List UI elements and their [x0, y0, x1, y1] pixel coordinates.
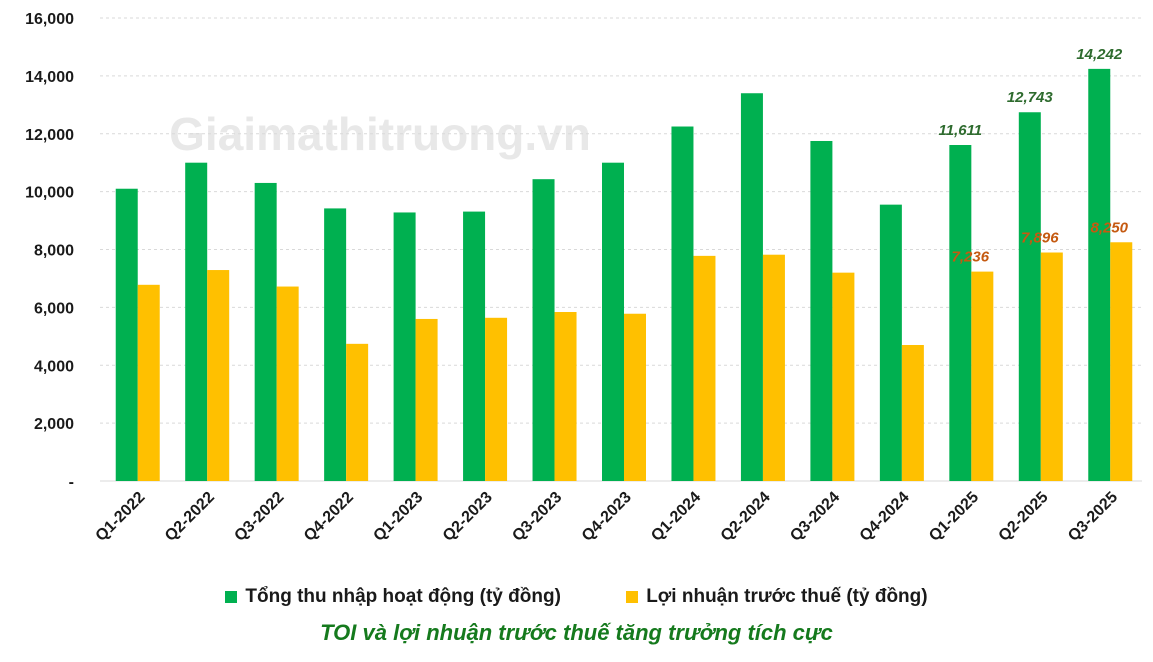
bar-toi — [324, 208, 347, 481]
bar-toi — [254, 182, 277, 481]
x-tick-label: Q3-2022 — [231, 489, 287, 545]
bar-profit — [693, 255, 716, 481]
x-tick-label: Q2-2023 — [440, 489, 496, 545]
bar-toi — [1018, 112, 1041, 481]
x-tick-label: Q4-2023 — [579, 489, 635, 545]
bar-toi — [185, 162, 208, 481]
bar-toi — [671, 126, 694, 481]
y-tick-label: - — [69, 474, 74, 491]
bar-toi — [602, 162, 624, 481]
data-label-profit: 8,250 — [1090, 219, 1128, 236]
y-tick-label: 10,000 — [25, 185, 74, 202]
bar-profit — [901, 344, 924, 481]
bar-profit — [624, 313, 646, 481]
bar-profit — [1040, 252, 1063, 481]
legend: Tổng thu nhập hoạt động (tỷ đồng) Lợi nh… — [0, 586, 1153, 609]
x-tick-label: Q1-2022 — [93, 489, 149, 545]
x-tick-label: Q2-2022 — [162, 489, 218, 545]
data-label-toi: 12,743 — [1007, 89, 1054, 106]
x-tick-label: Q4-2024 — [857, 489, 913, 545]
bar-profit — [137, 284, 160, 481]
chart-caption: TOI và lợi nhuận trước thuế tăng trưởng … — [320, 620, 833, 645]
y-tick-label: 12,000 — [25, 127, 74, 144]
x-tick-label: Q3-2023 — [509, 489, 565, 545]
bar-profit — [762, 254, 785, 481]
x-tick-label: Q3-2025 — [1065, 489, 1121, 545]
data-label-profit: 7,236 — [952, 249, 990, 266]
x-tick-label: Q1-2023 — [370, 489, 426, 545]
bar-profit — [415, 318, 438, 481]
legend-item-toi: Tổng thu nhập hoạt động (tỷ đồng) — [225, 586, 561, 608]
bar-profit — [276, 286, 299, 481]
y-tick-label: 4,000 — [34, 358, 74, 375]
y-tick-label: 14,000 — [25, 69, 74, 86]
x-tick-label: Q2-2025 — [996, 489, 1052, 545]
legend-label-profit: Lợi nhuận trước thuế (tỷ đồng) — [646, 586, 928, 607]
bar-profit — [554, 312, 577, 481]
bar-profit — [971, 271, 994, 481]
bar-toi — [393, 212, 416, 481]
bar-profit — [207, 270, 230, 481]
bar-profit — [1110, 242, 1133, 481]
y-tick-label: 16,000 — [25, 11, 74, 28]
legend-label-toi: Tổng thu nhập hoạt động (tỷ đồng) — [245, 586, 561, 607]
bar-toi — [115, 188, 138, 481]
bar-toi — [949, 145, 972, 481]
y-tick-label: 8,000 — [34, 243, 74, 260]
data-label-toi: 14,242 — [1076, 46, 1123, 63]
bar-toi — [810, 140, 833, 481]
bar-profit — [832, 272, 855, 481]
y-tick-label: 2,000 — [34, 416, 74, 433]
bar-toi — [740, 93, 763, 482]
x-tick-label: Q3-2024 — [787, 489, 843, 545]
bar-toi — [1088, 68, 1111, 481]
x-tick-label: Q1-2025 — [926, 489, 982, 545]
bar-toi — [463, 211, 486, 482]
x-tick-label: Q4-2022 — [301, 489, 357, 545]
y-tick-label: 6,000 — [34, 300, 74, 317]
bar-toi — [879, 204, 902, 481]
bar-profit — [485, 317, 508, 481]
bar-toi — [532, 179, 555, 481]
legend-swatch-toi — [225, 591, 238, 603]
legend-item-profit: Lợi nhuận trước thuế (tỷ đồng) — [626, 586, 928, 608]
data-label-profit: 7,896 — [1021, 230, 1059, 247]
data-label-toi: 11,611 — [939, 122, 983, 139]
legend-swatch-profit — [626, 591, 639, 603]
x-tick-label: Q1-2024 — [648, 489, 704, 545]
bar-profit — [346, 343, 369, 481]
chart-svg: Giaimathitruong.vn-2,0004,0006,0008,0001… — [25, 11, 1142, 545]
x-tick-label: Q2-2024 — [718, 489, 774, 545]
